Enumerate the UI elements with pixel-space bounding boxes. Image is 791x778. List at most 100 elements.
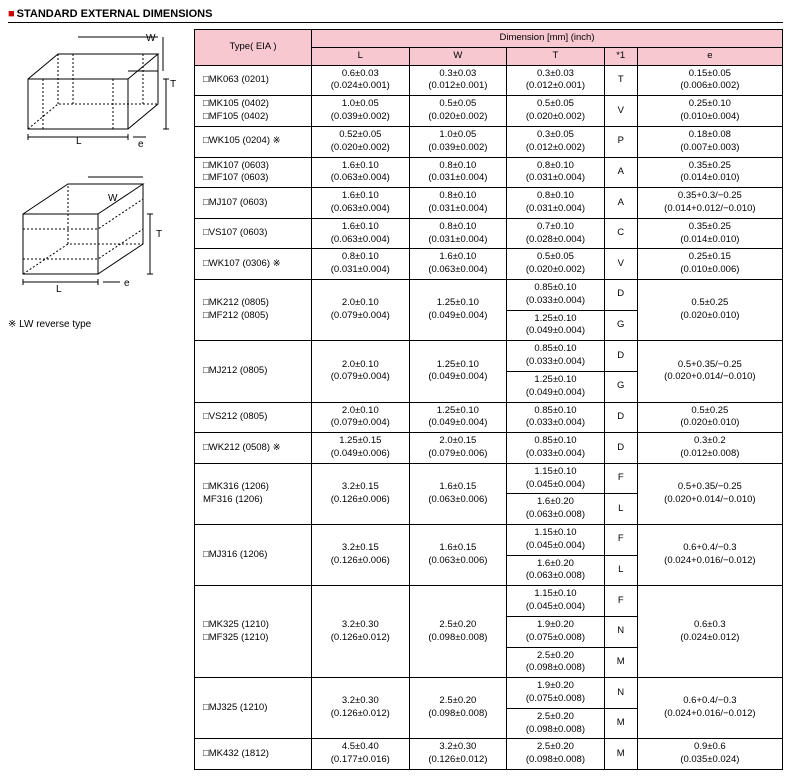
label-W: W: [146, 33, 156, 44]
cell-type: □MK316 (1206)MF316 (1206): [195, 463, 312, 524]
cell-type: □WK107 (0306) ※: [195, 249, 312, 280]
cell-W: 0.8±0.10(0.031±0.004): [409, 218, 507, 249]
cell-T: 0.3±0.05(0.012±0.002): [507, 126, 605, 157]
cell-W: 0.8±0.10(0.031±0.004): [409, 157, 507, 188]
diagram-lw-reverse: L W T e: [8, 169, 186, 299]
table-row: □VS212 (0805)2.0±0.10(0.079±0.004)1.25±0…: [195, 402, 783, 433]
table-body: □MK063 (0201)0.6±0.03(0.024±0.001)0.3±0.…: [195, 65, 783, 769]
cell-e: 0.25±0.10(0.010±0.004): [637, 96, 782, 127]
cell-type: □MK107 (0603)□MF107 (0603): [195, 157, 312, 188]
cell-L: 0.6±0.03(0.024±0.001): [312, 65, 410, 96]
cell-type: □MJ316 (1206): [195, 525, 312, 586]
th-dim: Dimension [mm] (inch): [312, 30, 783, 48]
cell-T: 0.7±0.10(0.028±0.004): [507, 218, 605, 249]
cell-star: N: [604, 616, 637, 647]
cell-type: □WK212 (0508) ※: [195, 433, 312, 464]
table-row: □WK212 (0508) ※1.25±0.15(0.049±0.006)2.0…: [195, 433, 783, 464]
cell-type: □MJ325 (1210): [195, 678, 312, 739]
cell-L: 3.2±0.30(0.126±0.012): [312, 586, 410, 678]
cell-L: 2.0±0.10(0.079±0.004): [312, 402, 410, 433]
cell-T: 1.9±0.20(0.075±0.008): [507, 678, 605, 709]
label-T: T: [170, 79, 176, 90]
cell-star: N: [604, 678, 637, 709]
lw-note: ※ LW reverse type: [8, 319, 186, 330]
main-wrap: L W T e: [8, 29, 783, 770]
cell-W: 1.25±0.10(0.049±0.004): [409, 402, 507, 433]
cell-star: D: [604, 433, 637, 464]
diagram-standard: L W T e: [8, 29, 186, 149]
cell-type: □MK212 (0805)□MF212 (0805): [195, 280, 312, 341]
cell-star: F: [604, 463, 637, 494]
cell-T: 1.9±0.20(0.075±0.008): [507, 616, 605, 647]
cell-e: 0.5±0.25(0.020±0.010): [637, 402, 782, 433]
label-T2: T: [156, 229, 162, 240]
cell-e: 0.3±0.2(0.012±0.008): [637, 433, 782, 464]
cell-star: M: [604, 708, 637, 739]
cell-T: 1.15±0.10(0.045±0.004): [507, 463, 605, 494]
cell-T: 0.85±0.10(0.033±0.004): [507, 280, 605, 311]
cell-W: 1.25±0.10(0.049±0.004): [409, 280, 507, 341]
cell-T: 1.15±0.10(0.045±0.004): [507, 586, 605, 617]
table-row: □MK063 (0201)0.6±0.03(0.024±0.001)0.3±0.…: [195, 65, 783, 96]
cell-W: 2.5±0.20(0.098±0.008): [409, 586, 507, 678]
cell-L: 3.2±0.15(0.126±0.006): [312, 463, 410, 524]
cell-type: □WK105 (0204) ※: [195, 126, 312, 157]
cell-star: M: [604, 647, 637, 678]
table-row: □MK432 (1812)4.5±0.40(0.177±0.016)3.2±0.…: [195, 739, 783, 770]
cell-L: 1.0±0.05(0.039±0.002): [312, 96, 410, 127]
cell-type: □MJ107 (0603): [195, 188, 312, 219]
cell-T: 2.5±0.20(0.098±0.008): [507, 739, 605, 770]
th-e: e: [637, 47, 782, 65]
cell-e: 0.6±0.3(0.024±0.012): [637, 586, 782, 678]
right-column: Type( EIA ) Dimension [mm] (inch) L W T …: [194, 29, 783, 770]
cell-star: V: [604, 96, 637, 127]
table-row: □MJ325 (1210)3.2±0.30(0.126±0.012)2.5±0.…: [195, 678, 783, 709]
cell-e: 0.5+0.35/−0.25(0.020+0.014/−0.010): [637, 341, 782, 402]
cell-T: 0.3±0.03(0.012±0.001): [507, 65, 605, 96]
cell-star: M: [604, 739, 637, 770]
cell-W: 1.6±0.15(0.063±0.006): [409, 525, 507, 586]
table-row: □MJ212 (0805)2.0±0.10(0.079±0.004)1.25±0…: [195, 341, 783, 372]
cell-type: □MJ212 (0805): [195, 341, 312, 402]
cell-star: L: [604, 555, 637, 586]
th-type: Type( EIA ): [195, 30, 312, 66]
table-row: □MK107 (0603)□MF107 (0603)1.6±0.10(0.063…: [195, 157, 783, 188]
table-row: □MK325 (1210)□MF325 (1210)3.2±0.30(0.126…: [195, 586, 783, 617]
cell-L: 1.25±0.15(0.049±0.006): [312, 433, 410, 464]
cell-T: 2.5±0.20(0.098±0.008): [507, 708, 605, 739]
cell-W: 2.0±0.15(0.079±0.006): [409, 433, 507, 464]
cell-type: □MK325 (1210)□MF325 (1210): [195, 586, 312, 678]
cell-e: 0.35+0.3/−0.25(0.014+0.012/−0.010): [637, 188, 782, 219]
cell-e: 0.5±0.25(0.020±0.010): [637, 280, 782, 341]
cell-W: 1.6±0.15(0.063±0.006): [409, 463, 507, 524]
cell-star: C: [604, 218, 637, 249]
cell-e: 0.35±0.25(0.014±0.010): [637, 218, 782, 249]
cell-W: 2.5±0.20(0.098±0.008): [409, 678, 507, 739]
cell-e: 0.25±0.15(0.010±0.006): [637, 249, 782, 280]
table-row: □MK105 (0402)□MF105 (0402)1.0±0.05(0.039…: [195, 96, 783, 127]
left-column: L W T e: [8, 29, 186, 770]
th-W: W: [409, 47, 507, 65]
cell-L: 2.0±0.10(0.079±0.004): [312, 341, 410, 402]
cell-T: 0.85±0.10(0.033±0.004): [507, 341, 605, 372]
label-e2: e: [124, 278, 130, 289]
cell-e: 0.15±0.05(0.006±0.002): [637, 65, 782, 96]
cell-T: 1.6±0.20(0.063±0.008): [507, 555, 605, 586]
label-L2: L: [56, 284, 62, 295]
table-row: □VS107 (0603)1.6±0.10(0.063±0.004)0.8±0.…: [195, 218, 783, 249]
label-W2: W: [108, 193, 118, 204]
table-row: □WK107 (0306) ※0.8±0.10(0.031±0.004)1.6±…: [195, 249, 783, 280]
cell-e: 0.18±0.08(0.007±0.003): [637, 126, 782, 157]
cell-L: 0.52±0.05(0.020±0.002): [312, 126, 410, 157]
cell-W: 0.8±0.10(0.031±0.004): [409, 188, 507, 219]
cell-L: 1.6±0.10(0.063±0.004): [312, 218, 410, 249]
cell-star: T: [604, 65, 637, 96]
cell-T: 0.8±0.10(0.031±0.004): [507, 188, 605, 219]
cell-type: □VS212 (0805): [195, 402, 312, 433]
cell-W: 0.5±0.05(0.020±0.002): [409, 96, 507, 127]
cell-L: 1.6±0.10(0.063±0.004): [312, 188, 410, 219]
cell-star: F: [604, 586, 637, 617]
cell-type: □MK105 (0402)□MF105 (0402): [195, 96, 312, 127]
th-T: T: [507, 47, 605, 65]
label-L: L: [76, 136, 82, 147]
